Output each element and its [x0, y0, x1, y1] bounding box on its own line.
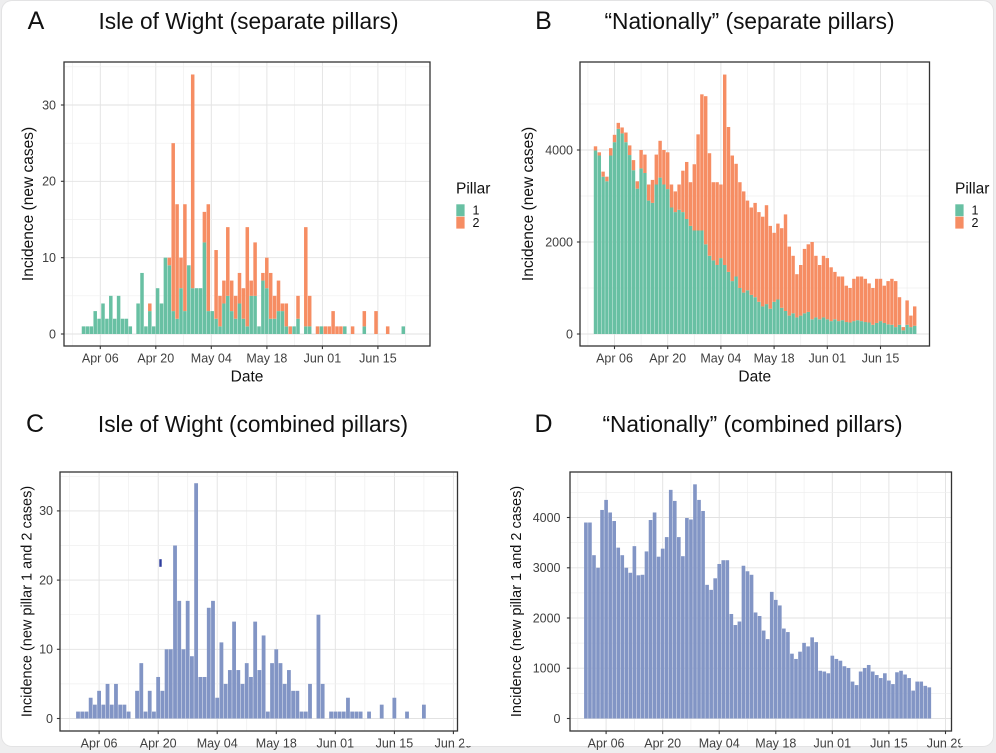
svg-text:May 18: May 18	[755, 737, 796, 751]
svg-text:Jun 15: Jun 15	[862, 352, 900, 366]
svg-text:Jun 01: Jun 01	[814, 737, 852, 751]
svg-text:Isle of Wight (separate pillar: Isle of Wight (separate pillars)	[98, 8, 398, 34]
svg-text:30: 30	[39, 504, 53, 518]
svg-text:4000: 4000	[533, 511, 561, 525]
svg-text:0: 0	[566, 327, 573, 341]
svg-text:D: D	[534, 410, 552, 438]
svg-text:0: 0	[49, 327, 56, 341]
svg-text:Jun 01: Jun 01	[304, 352, 342, 366]
svg-text:Date: Date	[231, 369, 264, 386]
svg-text:Pillar: Pillar	[955, 180, 989, 197]
svg-text:30: 30	[42, 98, 56, 112]
svg-text:4000: 4000	[545, 143, 573, 157]
svg-text:May 18: May 18	[256, 737, 297, 751]
svg-text:May 18: May 18	[246, 352, 287, 366]
svg-text:Jun 15: Jun 15	[359, 352, 397, 366]
svg-text:Pillar: Pillar	[456, 180, 490, 197]
svg-text:Incidence (new cases): Incidence (new cases)	[20, 127, 37, 281]
svg-text:Jun 15: Jun 15	[870, 737, 908, 751]
svg-text:“Nationally” (separate pillars: “Nationally” (separate pillars)	[605, 8, 895, 34]
svg-text:Apr 20: Apr 20	[644, 737, 681, 751]
svg-text:Jun 15: Jun 15	[376, 737, 414, 751]
svg-text:10: 10	[39, 643, 53, 657]
svg-text:2: 2	[972, 216, 979, 230]
svg-text:“Nationally” (combined pillars: “Nationally” (combined pillars)	[602, 411, 902, 437]
svg-text:Incidence (new pillar 1 and 2: Incidence (new pillar 1 and 2 cases)	[20, 486, 36, 717]
svg-text:1000: 1000	[533, 662, 561, 676]
svg-text:Incidence (new cases): Incidence (new cases)	[520, 127, 537, 281]
svg-text:2000: 2000	[533, 611, 561, 625]
svg-text:May 04: May 04	[197, 737, 238, 751]
svg-text:1: 1	[473, 204, 480, 218]
svg-text:1: 1	[972, 204, 979, 218]
svg-text:Apr 06: Apr 06	[81, 737, 118, 751]
svg-text:0: 0	[46, 712, 53, 726]
svg-text:Apr 20: Apr 20	[649, 352, 686, 366]
svg-text:20: 20	[39, 573, 53, 587]
svg-text:3000: 3000	[533, 561, 561, 575]
svg-text:May 04: May 04	[699, 737, 740, 751]
svg-text:Jun 01: Jun 01	[809, 352, 847, 366]
svg-text:Incidence (new pillar 1 and 2: Incidence (new pillar 1 and 2 cases)	[509, 486, 525, 717]
svg-text:May 04: May 04	[191, 352, 232, 366]
svg-text:Apr 06: Apr 06	[82, 352, 119, 366]
svg-text:Isle of Wight (combined pillar: Isle of Wight (combined pillars)	[98, 411, 408, 437]
svg-text:Date: Date	[738, 369, 771, 386]
svg-text:Apr 20: Apr 20	[140, 737, 177, 751]
svg-text:Jun 01: Jun 01	[317, 737, 355, 751]
svg-text:0: 0	[554, 712, 561, 726]
svg-text:2: 2	[473, 216, 480, 230]
svg-text:Jun 29: Jun 29	[927, 737, 965, 751]
svg-text:Apr 06: Apr 06	[596, 352, 633, 366]
svg-text:10: 10	[42, 251, 56, 265]
svg-text:Jun 29: Jun 29	[435, 737, 473, 751]
svg-text:A: A	[28, 7, 45, 35]
svg-text:May 04: May 04	[700, 352, 741, 366]
svg-text:Apr 06: Apr 06	[588, 737, 625, 751]
svg-text:B: B	[535, 7, 552, 35]
svg-text:Apr 20: Apr 20	[137, 352, 174, 366]
svg-text:C: C	[26, 410, 44, 438]
svg-text:May 18: May 18	[754, 352, 795, 366]
svg-text:20: 20	[42, 175, 56, 189]
svg-text:2000: 2000	[545, 235, 573, 249]
